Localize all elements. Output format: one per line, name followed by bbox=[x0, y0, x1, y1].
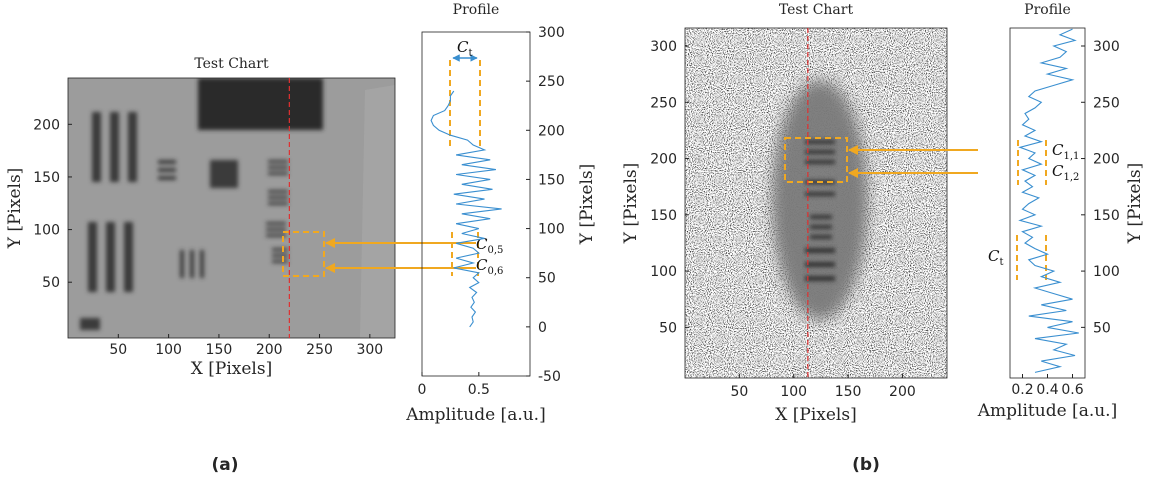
test-chart-image bbox=[685, 28, 947, 378]
x-tick-label: 0.2 bbox=[1011, 382, 1033, 398]
x-axis-label: X [Pixels] bbox=[191, 359, 272, 379]
x-tick-label: 150 bbox=[835, 384, 862, 400]
x-tick-label: 300 bbox=[356, 342, 383, 358]
y-tick-label: 300 bbox=[1093, 39, 1120, 55]
y-tick-label: 50 bbox=[42, 275, 60, 291]
plot-frame bbox=[421, 31, 531, 377]
image-frame bbox=[684, 27, 948, 379]
chart-title: Test Chart bbox=[779, 2, 854, 18]
y-tick-label: 250 bbox=[538, 74, 565, 90]
x-tick-label: 0.6 bbox=[1061, 382, 1083, 398]
y-tick-label: 200 bbox=[538, 123, 565, 139]
y-axis-label: Y [Pixels] bbox=[1125, 163, 1145, 245]
region-box bbox=[784, 137, 848, 183]
annotation: C1,1 bbox=[1052, 141, 1079, 162]
x-tick-label: 0.4 bbox=[1036, 382, 1058, 398]
y-axis-label: Y [Pixels] bbox=[621, 163, 641, 245]
caption: (b) bbox=[852, 455, 880, 475]
chart-title: Test Chart bbox=[194, 56, 269, 72]
chart-title: Profile bbox=[453, 2, 500, 18]
y-tick-label: 200 bbox=[33, 117, 60, 133]
y-tick-label: 0 bbox=[538, 320, 547, 336]
image-frame bbox=[67, 77, 396, 339]
annotation: Ct bbox=[457, 38, 473, 59]
x-tick-label: 0 bbox=[418, 382, 427, 398]
x-tick-label: 200 bbox=[889, 384, 916, 400]
y-tick-label: 150 bbox=[1093, 208, 1120, 224]
y-tick-label: 200 bbox=[1093, 152, 1120, 168]
x-tick-label: 100 bbox=[780, 384, 807, 400]
profile-line bbox=[430, 90, 502, 328]
x-tick-label: 0.5 bbox=[468, 382, 490, 398]
y-tick-label: 100 bbox=[1093, 264, 1120, 280]
y-tick-label: 50 bbox=[538, 271, 556, 287]
y-tick-label: 250 bbox=[1093, 95, 1120, 111]
x-axis-label: X [Pixels] bbox=[775, 405, 856, 425]
y-tick-label: 150 bbox=[33, 170, 60, 186]
x-tick-label: 250 bbox=[306, 342, 333, 358]
y-tick-label: 100 bbox=[650, 264, 677, 280]
test-chart-image bbox=[68, 78, 395, 338]
x-tick-label: 100 bbox=[155, 342, 182, 358]
profile-line bbox=[1018, 28, 1079, 373]
y-tick-label: 50 bbox=[1093, 320, 1111, 336]
caption: (a) bbox=[211, 455, 238, 475]
y-tick-label: 150 bbox=[538, 172, 565, 188]
y-tick-label: 300 bbox=[538, 25, 565, 41]
chart-title: Profile bbox=[1024, 2, 1071, 18]
x-axis-label: Amplitude [a.u.] bbox=[977, 401, 1117, 421]
x-tick-label: 50 bbox=[730, 384, 748, 400]
x-tick-label: 200 bbox=[256, 342, 283, 358]
y-tick-label: 200 bbox=[650, 152, 677, 168]
y-tick-label: 100 bbox=[33, 223, 60, 239]
plot-frame bbox=[1009, 27, 1086, 379]
x-axis-label: Amplitude [a.u.] bbox=[405, 405, 545, 425]
x-tick-label: 150 bbox=[206, 342, 233, 358]
y-tick-label: 50 bbox=[659, 320, 677, 336]
y-tick-label: 100 bbox=[538, 222, 565, 238]
annotation: Ct bbox=[988, 247, 1004, 268]
annotation: C1,2 bbox=[1052, 162, 1079, 183]
y-tick-label: 300 bbox=[650, 39, 677, 55]
x-tick-label: 50 bbox=[109, 342, 127, 358]
y-tick-label: 150 bbox=[650, 208, 677, 224]
region-box bbox=[282, 231, 325, 277]
y-tick-label: 250 bbox=[650, 95, 677, 111]
annotation: C0,6 bbox=[476, 256, 503, 277]
y-axis-label: Y [Pixels] bbox=[5, 168, 25, 250]
y-tick-label: -50 bbox=[538, 369, 561, 385]
y-axis-label: Y [Pixels] bbox=[577, 164, 597, 246]
annotation: C0,5 bbox=[476, 235, 503, 256]
